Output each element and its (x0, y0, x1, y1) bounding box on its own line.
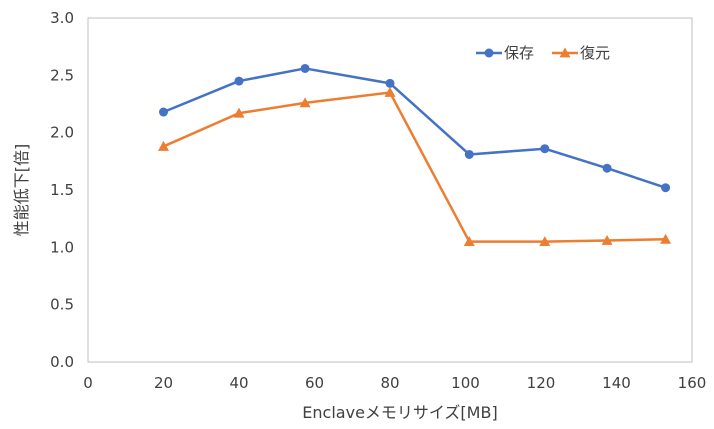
x-tick-label: 160 (678, 374, 707, 392)
series-1-point (661, 183, 671, 193)
x-tick-label: 0 (83, 374, 93, 392)
x-tick-label: 60 (305, 374, 324, 392)
series-1-point (602, 163, 612, 173)
series-2-point (660, 233, 672, 244)
series-1-line (163, 67, 666, 189)
x-tick-label: 140 (602, 374, 631, 392)
x-tick-label: 100 (451, 374, 480, 392)
legend-marker-1 (484, 48, 494, 58)
x-axis-ticks: 0 20 40 60 80 100 120 140 160 (83, 374, 706, 392)
plot-border (87, 17, 693, 363)
series-1-point (540, 144, 550, 154)
legend-label-2: 復元 (580, 44, 610, 62)
series-2-point (384, 87, 396, 97)
plot-area (87, 17, 693, 363)
y-tick-label: 2.5 (50, 66, 74, 84)
series-layer (158, 63, 672, 246)
series-2-point (233, 107, 245, 118)
y-tick-label: 1.5 (50, 181, 74, 199)
series-1 (159, 63, 671, 193)
series-1-point (159, 107, 168, 117)
y-tick-label: 1.0 (50, 238, 74, 256)
series-1-point (464, 149, 474, 159)
series-2 (158, 87, 672, 246)
x-tick-label: 40 (229, 374, 248, 392)
y-tick-label: 3.0 (50, 9, 74, 27)
series-2-point (299, 97, 311, 108)
series-2-point (158, 140, 169, 151)
series-1-point (234, 76, 244, 86)
series-2-point (601, 234, 613, 245)
legend-marker-2 (559, 47, 571, 58)
series-2-point (539, 236, 551, 246)
series-2-point (463, 236, 475, 246)
x-tick-label: 80 (380, 374, 399, 392)
y-axis-title: 性能低下[倍] (12, 144, 31, 237)
x-axis-title: Enclaveメモリサイズ[MB] (302, 403, 497, 422)
y-tick-label: 0.0 (50, 353, 74, 371)
y-axis-ticks: 0.0 0.5 1.0 1.5 2.0 2.5 3.0 (50, 9, 74, 371)
x-tick-label: 20 (154, 374, 173, 392)
legend-label-1: 保存 (504, 44, 534, 62)
y-tick-label: 0.5 (50, 296, 74, 314)
series-1-point (300, 63, 310, 73)
legend: 保存 復元 (476, 44, 610, 62)
x-tick-label: 120 (527, 374, 556, 392)
series-1-point (385, 78, 395, 88)
series-2-line (162, 91, 666, 243)
y-tick-label: 2.0 (50, 124, 74, 142)
